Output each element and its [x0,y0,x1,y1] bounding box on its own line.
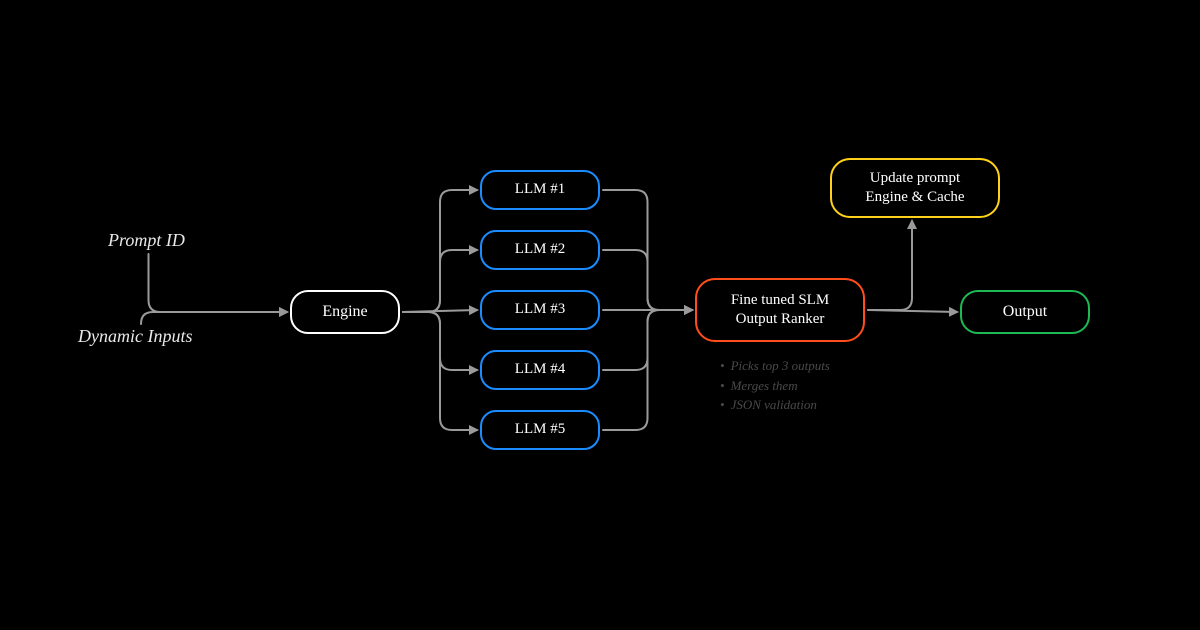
anno-item: Picks top 3 outputs [731,356,830,376]
node-engine: Engine [290,290,400,334]
ranker-annotation: •Picks top 3 outputs •Merges them •JSON … [720,356,830,415]
input-label-dynamic-inputs: Dynamic Inputs [78,326,192,347]
anno-item: Merges them [731,376,798,396]
node-ranker: Fine tuned SLM Output Ranker [695,278,865,342]
node-llm-5: LLM #5 [480,410,600,450]
node-update-prompt: Update prompt Engine & Cache [830,158,1000,218]
node-llm-1: LLM #1 [480,170,600,210]
node-llm-3: LLM #3 [480,290,600,330]
input-label-prompt-id: Prompt ID [108,230,185,251]
anno-item: JSON validation [731,395,817,415]
node-llm-2: LLM #2 [480,230,600,270]
node-llm-4: LLM #4 [480,350,600,390]
node-output: Output [960,290,1090,334]
